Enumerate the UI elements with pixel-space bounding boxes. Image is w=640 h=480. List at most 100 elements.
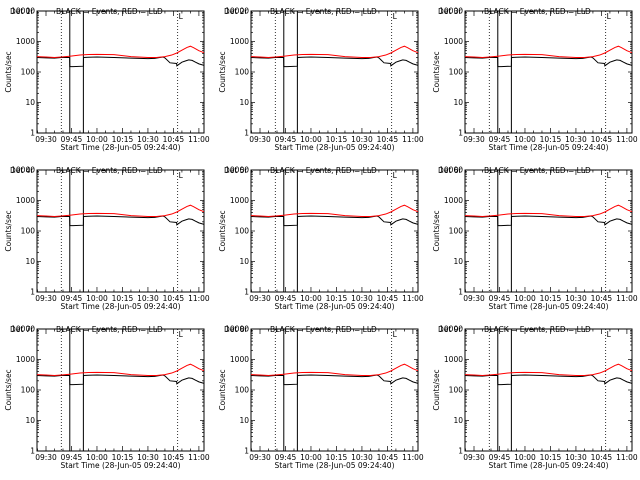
x-tick-label: 09:30 <box>249 453 271 462</box>
panel-5: Det 5r BLACK = Events, RED = LLD 1 10 100 100… <box>218 166 424 312</box>
y-axis-label: Counts/sec <box>4 210 13 251</box>
y-axis-label: Counts/sec <box>4 369 13 410</box>
y-tick-label: 100 <box>235 68 250 77</box>
x-tick-label: 10:00 <box>514 453 536 462</box>
x-tick-label: 10:45 <box>163 453 185 462</box>
x-axis-label: Start Time (28-Jun-05 09:24:40) <box>61 461 181 470</box>
x-tick-label: 09:30 <box>35 294 57 303</box>
x-tick-label: 11:00 <box>402 453 424 462</box>
legend-text: BLACK = Events, RED = LLD <box>484 325 591 334</box>
x-tick-label: 10:15 <box>540 135 562 144</box>
x-tick-label: 10:45 <box>163 294 185 303</box>
y-tick-label: 10000 <box>11 166 35 175</box>
x-tick-label: 10:15 <box>112 453 134 462</box>
panel-9: Det 9r BLACK = Events, RED = LLD 1 10 100 100… <box>432 325 638 471</box>
x-tick-label: 09:45 <box>61 453 83 462</box>
x-tick-label: 10:45 <box>591 453 613 462</box>
x-tick-label: 11:00 <box>616 135 638 144</box>
panel-title: Det 1r <box>10 7 34 16</box>
x-axis-label: Start Time (28-Jun-05 09:24:40) <box>275 302 395 311</box>
flag-label: L <box>393 12 398 21</box>
plot-frame <box>250 169 419 293</box>
x-tick-label: 09:45 <box>275 294 297 303</box>
series-lld <box>464 363 633 376</box>
y-tick-label: 1 <box>244 129 249 138</box>
x-axis-label: Start Time (28-Jun-05 09:24:40) <box>489 143 609 152</box>
plot-frame <box>250 328 419 452</box>
y-tick-label: 10 <box>25 416 35 425</box>
panel-title: Det 7r <box>10 325 34 334</box>
y-tick-label: 1 <box>244 288 249 297</box>
x-tick-label: 10:30 <box>565 135 587 144</box>
x-tick-label: 10:15 <box>540 294 562 303</box>
plot-frame <box>250 10 419 134</box>
series-events <box>464 215 633 227</box>
panel-6: Det 6r BLACK = Events, RED = LLD 1 10 100 100… <box>432 166 638 312</box>
flag-label: L <box>607 330 612 339</box>
x-tick-label: 10:30 <box>351 294 373 303</box>
y-tick-label: 10 <box>453 257 463 266</box>
x-tick-label: 09:45 <box>275 135 297 144</box>
y-axis-label: Counts/sec <box>432 369 441 410</box>
x-tick-label: 09:45 <box>489 453 511 462</box>
y-tick-label: 1000 <box>16 355 35 364</box>
x-tick-label: 10:15 <box>112 135 134 144</box>
legend-text: BLACK = Events, RED = LLD <box>484 166 591 175</box>
x-tick-label: 10:30 <box>565 453 587 462</box>
x-tick-label: 10:15 <box>112 294 134 303</box>
x-tick-label: 09:30 <box>249 294 271 303</box>
series-lld <box>36 204 205 217</box>
x-tick-label: 10:00 <box>300 453 322 462</box>
panel-title: Det 2r <box>224 7 248 16</box>
y-tick-label: 100 <box>449 227 464 236</box>
x-tick-label: 10:15 <box>326 294 348 303</box>
flag-label: L <box>393 330 398 339</box>
y-tick-label: 1 <box>30 129 35 138</box>
plot-frame <box>36 328 205 452</box>
x-tick-label: 10:15 <box>540 453 562 462</box>
y-tick-label: 10000 <box>439 325 463 334</box>
y-tick-label: 100 <box>21 227 36 236</box>
legend-text: BLACK = Events, RED = LLD <box>56 7 163 16</box>
x-tick-label: 09:30 <box>35 135 57 144</box>
y-axis-label: Counts/sec <box>218 369 227 410</box>
x-tick-label: 11:00 <box>402 294 424 303</box>
series-lld <box>36 363 205 376</box>
panel-title: Det 3r <box>438 7 462 16</box>
plot-frame <box>36 169 205 293</box>
x-tick-label: 10:45 <box>591 294 613 303</box>
series-events <box>36 374 205 386</box>
y-tick-label: 100 <box>449 386 464 395</box>
x-tick-label: 10:00 <box>514 294 536 303</box>
flag-label: L <box>393 171 398 180</box>
y-tick-label: 10 <box>239 416 249 425</box>
y-tick-label: 100 <box>21 68 36 77</box>
y-tick-label: 1000 <box>230 355 249 364</box>
y-tick-label: 10 <box>25 98 35 107</box>
flag-label: L <box>179 171 184 180</box>
panel-title: Det 4r <box>10 166 34 175</box>
x-tick-label: 10:30 <box>351 135 373 144</box>
series-lld <box>36 45 205 58</box>
y-tick-label: 1 <box>244 447 249 456</box>
x-tick-label: 10:45 <box>377 294 399 303</box>
y-tick-label: 100 <box>235 227 250 236</box>
y-tick-label: 10 <box>239 98 249 107</box>
y-tick-label: 10000 <box>439 7 463 16</box>
plot-frame <box>464 10 633 134</box>
x-tick-label: 09:30 <box>463 294 485 303</box>
y-tick-label: 10 <box>453 416 463 425</box>
x-tick-label: 10:00 <box>86 294 108 303</box>
y-tick-label: 1 <box>458 288 463 297</box>
series-events <box>250 374 419 386</box>
x-tick-label: 10:00 <box>86 135 108 144</box>
x-tick-label: 10:15 <box>326 135 348 144</box>
y-tick-label: 1000 <box>230 37 249 46</box>
x-axis-label: Start Time (28-Jun-05 09:24:40) <box>275 143 395 152</box>
x-axis-label: Start Time (28-Jun-05 09:24:40) <box>275 461 395 470</box>
y-axis-label: Counts/sec <box>432 51 441 92</box>
panel-title: Det 9r <box>438 325 462 334</box>
x-tick-label: 11:00 <box>402 135 424 144</box>
series-events <box>250 56 419 68</box>
x-tick-label: 10:00 <box>86 453 108 462</box>
